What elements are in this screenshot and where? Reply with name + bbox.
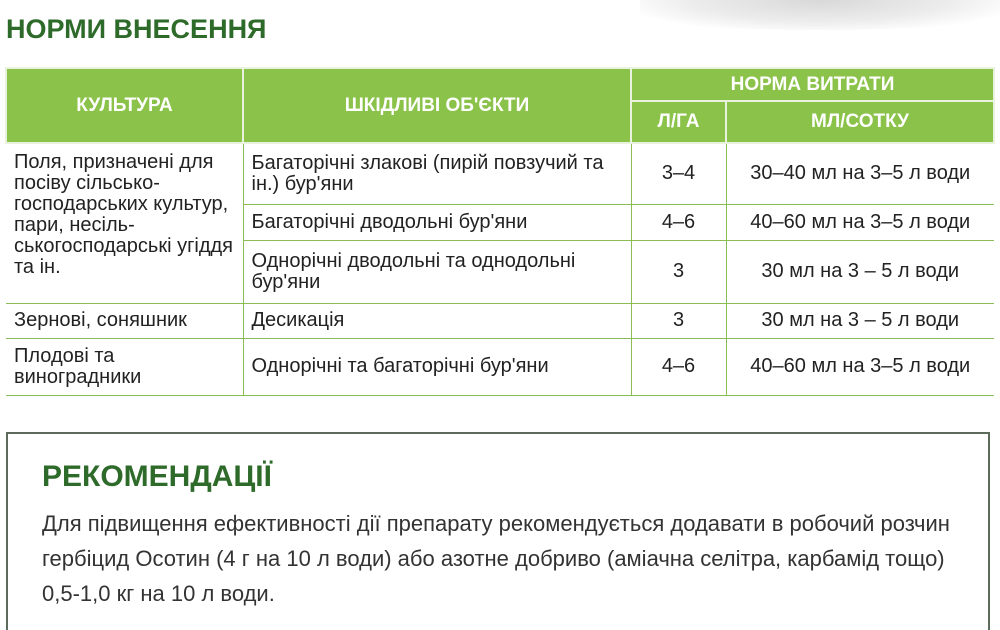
cell-ml: 30 мл на 3 – 5 л води — [725, 302, 994, 339]
cell-culture: Поля, призначені для посіву сільсько-гос… — [6, 142, 244, 304]
cell-l-ha: 3 — [630, 302, 727, 339]
cell-pests: Однорічні та багаторічні бур'яни — [242, 337, 632, 396]
cell-l-ha: 3–4 — [630, 142, 727, 205]
cell-pests: Десикація — [242, 302, 632, 339]
cell-pests: Багаторічні дводольні бур'яни — [243, 203, 632, 241]
cell-pests: Багаторічні злакові (пирій повзучий та і… — [242, 142, 632, 205]
cell-ml: 30 мл на 3 – 5 л води — [725, 239, 994, 304]
cell-culture: Зернові, соняшник — [6, 302, 244, 339]
cell-pests: Однорічні дводольні та однодольні бур'ян… — [243, 239, 632, 304]
cell-l-ha: 4–6 — [630, 337, 727, 396]
table-row: Поля, призначені для посіву сільсько-гос… — [6, 142, 994, 304]
table-row: Плодові та виноградники Однорічні та баг… — [6, 337, 994, 396]
decorative-swoosh — [640, 0, 1000, 30]
page-title: НОРМИ ВНЕСЕННЯ — [6, 14, 267, 44]
table-row: Однорічні дводольні та однодольні бур'ян… — [6, 239, 994, 304]
header-culture: КУЛЬТУРА — [5, 67, 244, 144]
application-rates-table: КУЛЬТУРА ШКІДЛИВІ ОБ'ЄКТИ НОРМА ВИТРАТИ … — [5, 67, 995, 396]
recommendations-title: РЕКОМЕНДАЦІЇ — [42, 460, 272, 493]
recommendations-box: РЕКОМЕНДАЦІЇ Для підвищення ефективності… — [6, 432, 990, 630]
cell-l-ha: 4–6 — [630, 203, 727, 241]
recommendations-text: Для підвищення ефективності дії препарат… — [42, 511, 950, 606]
cell-l-ha: 3 — [630, 239, 727, 304]
cell-ml: 40–60 мл на 3–5 л води — [725, 203, 994, 241]
table-row: Зернові, соняшник Десикація 3 30 мл на 3… — [6, 302, 994, 339]
table-row: Багаторічні дводольні бур'яни 4–6 40–60 … — [6, 203, 994, 241]
header-pests: ШКІДЛИВІ ОБ'ЄКТИ — [242, 67, 632, 144]
cell-ml: 40–60 мл на 3–5 л води — [725, 337, 994, 396]
header-rate: НОРМА ВИТРАТИ — [630, 67, 995, 102]
cell-ml: 30–40 мл на 3–5 л води — [725, 142, 994, 205]
cell-culture: Плодові та виноградники — [6, 337, 244, 396]
header-ml-sotka: МЛ/СОТКУ — [725, 100, 995, 144]
header-l-ha: Л/ГА — [630, 100, 727, 144]
